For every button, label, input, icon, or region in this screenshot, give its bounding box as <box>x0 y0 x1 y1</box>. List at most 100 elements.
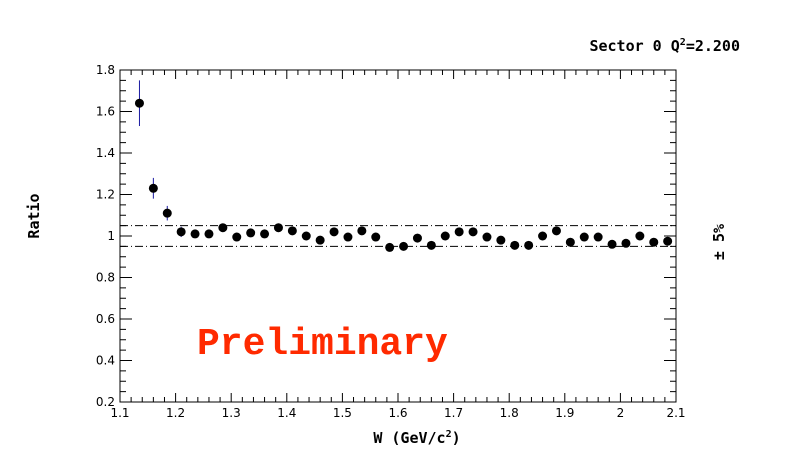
band-label: ± 5% <box>710 224 728 260</box>
point-marker <box>524 240 534 250</box>
point-marker <box>551 226 561 236</box>
point-marker <box>260 229 270 239</box>
data-point <box>148 177 158 199</box>
data-point <box>232 232 242 242</box>
data-point <box>649 237 659 247</box>
x-tick-label: 1.3 <box>222 406 241 420</box>
point-marker <box>663 236 673 246</box>
point-marker <box>496 235 506 245</box>
data-point <box>357 226 367 236</box>
data-point <box>343 232 353 242</box>
data-point <box>412 233 422 243</box>
point-marker <box>468 227 478 237</box>
data-point <box>176 226 186 238</box>
title-value: =2.200 <box>686 37 740 55</box>
data-point <box>162 205 172 221</box>
y-tick-label: 1.8 <box>96 63 115 77</box>
data-point <box>538 231 548 241</box>
point-marker <box>218 223 228 233</box>
data-point <box>329 227 339 237</box>
point-marker <box>343 232 353 242</box>
data-point <box>134 80 144 127</box>
point-marker <box>246 228 256 238</box>
x-tick-label: 1.2 <box>166 406 185 420</box>
x-tick-label: 2.1 <box>666 406 685 420</box>
x-label-end: ) <box>452 429 461 447</box>
data-point <box>204 229 214 239</box>
data-point <box>190 229 200 239</box>
y-tick-label: 1.6 <box>96 105 115 119</box>
x-axis-label: W (GeV/c2) <box>373 429 460 447</box>
point-marker <box>371 232 381 242</box>
point-marker <box>412 233 422 243</box>
preliminary-watermark: Preliminary <box>197 323 448 366</box>
point-marker <box>273 223 283 233</box>
point-marker <box>426 240 436 250</box>
data-point <box>551 226 561 236</box>
data-point <box>510 240 520 250</box>
y-tick-label: 0.6 <box>96 312 115 326</box>
point-marker <box>176 227 186 237</box>
data-point <box>287 226 297 236</box>
y-axis-label: Ratio <box>25 193 43 238</box>
point-marker <box>232 232 242 242</box>
data-point <box>260 229 270 239</box>
data-point <box>496 235 506 245</box>
point-marker <box>134 98 144 108</box>
x-tick-label: 1.7 <box>444 406 463 420</box>
data-point <box>524 240 534 250</box>
point-marker <box>329 227 339 237</box>
point-marker <box>357 226 367 236</box>
point-marker <box>148 183 158 193</box>
point-marker <box>315 235 325 245</box>
point-marker <box>482 232 492 242</box>
x-tick-label: 1.4 <box>277 406 296 420</box>
data-point <box>399 241 409 251</box>
x-tick-label: 1.6 <box>388 406 407 420</box>
data-point <box>454 227 464 237</box>
data-point <box>468 227 478 237</box>
point-marker <box>607 239 617 249</box>
data-point <box>218 223 228 233</box>
data-point <box>246 228 256 238</box>
data-point <box>635 231 645 241</box>
point-marker <box>287 226 297 236</box>
x-label-main: W (GeV/c <box>373 429 445 447</box>
chart-title: Sector 0 Q2=2.200 <box>589 37 740 55</box>
data-points <box>134 80 673 252</box>
y-tick-label: 1.4 <box>96 146 115 160</box>
data-point <box>426 240 436 250</box>
x-tick-label: 1.9 <box>555 406 574 420</box>
point-marker <box>565 237 575 247</box>
y-tick-label: 0.2 <box>96 395 115 409</box>
title-superscript: 2 <box>680 37 686 48</box>
point-marker <box>635 231 645 241</box>
band-lines <box>120 225 676 247</box>
point-marker <box>440 231 450 241</box>
data-point <box>301 231 311 241</box>
data-point <box>273 223 283 233</box>
x-tick-label: 1.5 <box>333 406 352 420</box>
y-tick-label: 0.4 <box>96 354 115 368</box>
point-marker <box>190 229 200 239</box>
point-marker <box>649 237 659 247</box>
data-point <box>593 232 603 242</box>
x-tick-label: 2 <box>617 406 625 420</box>
point-marker <box>399 241 409 251</box>
x-tick-label: 1.8 <box>500 406 519 420</box>
y-tick-label: 0.8 <box>96 271 115 285</box>
point-marker <box>593 232 603 242</box>
data-point <box>385 242 395 252</box>
data-point <box>621 238 631 248</box>
point-marker <box>579 232 589 242</box>
point-marker <box>538 231 548 241</box>
data-point <box>315 235 325 245</box>
y-tick-label: 1.2 <box>96 188 115 202</box>
point-marker <box>204 229 214 239</box>
data-point <box>482 232 492 242</box>
data-point <box>565 237 575 247</box>
point-marker <box>510 240 520 250</box>
data-point <box>579 232 589 242</box>
point-marker <box>621 238 631 248</box>
